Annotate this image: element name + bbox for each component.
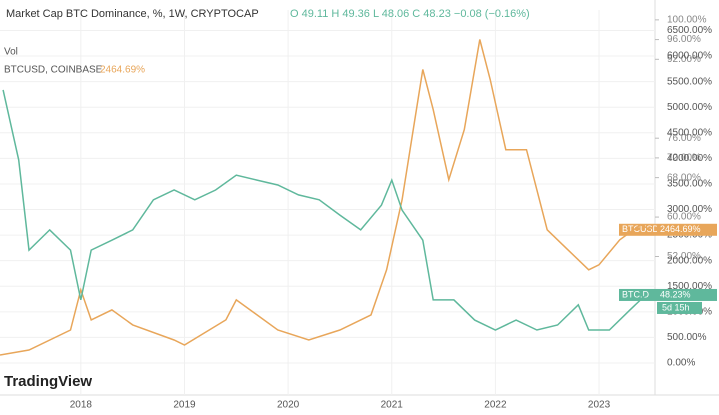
y-tick-label: 76.00%	[667, 133, 701, 144]
y2-tick-label: 5500.00%	[667, 76, 712, 87]
series-line	[2, 89, 647, 331]
y2-tick-label: 3500.00%	[667, 179, 712, 190]
series-tag-box	[619, 288, 657, 301]
y2-tick-label: 6000.00%	[667, 51, 712, 62]
legend-value: 2464.69%	[100, 65, 145, 76]
series-line	[0, 39, 652, 356]
chart-title: Market Cap BTC Dominance, %, 1W, CRYPTOC…	[6, 8, 259, 20]
x-tick-label: 2022	[484, 400, 507, 411]
series-tag: BTCUSD	[622, 224, 660, 234]
x-tick-label: 2023	[588, 400, 611, 411]
price-label-box	[657, 223, 717, 236]
legend-entry: BTCUSD, COINBASE	[4, 65, 103, 76]
x-tick-label: 2019	[173, 400, 196, 411]
price-label: 2464.69%	[660, 224, 701, 234]
y2-tick-label: 4500.00%	[667, 127, 712, 138]
price-label-box	[657, 288, 717, 301]
volume-label: Vol	[4, 47, 18, 58]
y-tick-label: 96.00%	[667, 34, 701, 45]
y2-tick-label: 3000.00%	[667, 204, 712, 215]
countdown-box	[657, 301, 702, 314]
y2-tick-label: 2000.00%	[667, 255, 712, 266]
y2-tick-label: 5000.00%	[667, 102, 712, 113]
y-tick-label: 72.00%	[667, 153, 701, 164]
y2-tick-label: 1500.00%	[667, 281, 712, 292]
y2-tick-label: 4000.00%	[667, 153, 712, 164]
y-tick-label: 100.00%	[667, 15, 707, 26]
x-tick-label: 2021	[381, 400, 404, 411]
y-tick-label: 52.00%	[667, 251, 701, 262]
countdown: 5d 15h	[662, 302, 690, 312]
y2-tick-label: 500.00%	[667, 332, 707, 343]
x-tick-label: 2020	[277, 400, 300, 411]
y-tick-label: 60.00%	[667, 212, 701, 223]
brand: TradingView	[4, 373, 92, 390]
y-tick-label: 68.00%	[667, 172, 701, 183]
price-label: 48.23%	[660, 289, 691, 299]
y2-tick-label: 6500.00%	[667, 25, 712, 36]
x-tick-label: 2018	[70, 400, 93, 411]
y2-tick-label: 0.00%	[667, 358, 695, 369]
y-tick-label: 92.00%	[667, 54, 701, 65]
ohlc: O 49.11 H 49.36 L 48.06 C 48.23 −0.08 (−…	[290, 8, 530, 20]
series-tag: BTC.D	[622, 289, 650, 299]
